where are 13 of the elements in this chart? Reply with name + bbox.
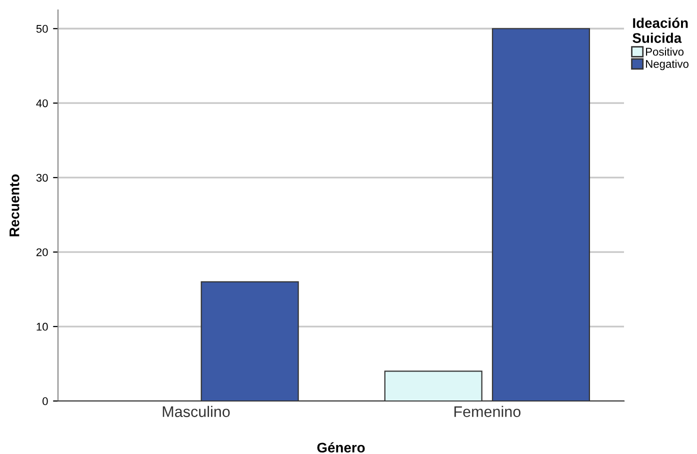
- y-tick-label: 40: [36, 99, 48, 108]
- y-tick-label: 30: [36, 174, 48, 182]
- y-tick-label: 20: [36, 248, 48, 256]
- legend-title: Ideación Suicida: [632, 18, 688, 43]
- y-tick-label: 10: [36, 322, 48, 331]
- x-tick-label: Femenino: [454, 406, 520, 418]
- y-tick-label: 50: [36, 24, 48, 33]
- y-axis-title: Recuento: [10, 174, 20, 236]
- x-axis-title: Género: [317, 442, 365, 453]
- legend-label: Positivo: [646, 48, 684, 56]
- y-tick-label: 0: [42, 397, 48, 406]
- x-tick-label: Masculino: [162, 406, 230, 418]
- legend-label: Negativo: [646, 60, 688, 70]
